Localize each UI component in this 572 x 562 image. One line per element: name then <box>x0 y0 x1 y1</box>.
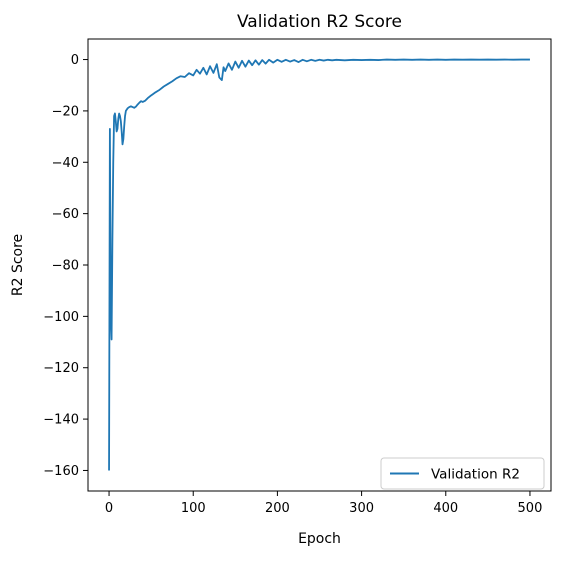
y-tick-label: −80 <box>52 259 79 274</box>
chart-title: Validation R2 Score <box>237 12 402 32</box>
y-tick-label: −100 <box>43 310 79 325</box>
y-tick-label: 0 <box>71 53 79 68</box>
series-line-validation-r2 <box>108 58 530 471</box>
y-tick-label: −160 <box>43 464 79 479</box>
plot-area <box>87 38 552 492</box>
legend-label-validation-r2: Validation R2 <box>431 467 520 483</box>
x-tick-label: 400 <box>433 501 458 516</box>
y-axis-label: R2 Score <box>10 234 26 296</box>
y-tick-label: −140 <box>43 413 79 428</box>
x-tick-label: 300 <box>349 501 374 516</box>
x-tick-label: 0 <box>105 501 113 516</box>
legend: Validation R2 <box>380 457 545 490</box>
y-tick-label: −60 <box>52 207 79 222</box>
y-tick-label: −40 <box>52 156 79 171</box>
y-tick-label: −120 <box>43 361 79 376</box>
x-tick-label: 500 <box>518 501 543 516</box>
y-tick-label: −20 <box>52 104 79 119</box>
axis-ticks: 0 100 200 300 400 500 0 −20 −40 −60 −80 −100 −120 −14… <box>43 53 542 516</box>
legend-box <box>380 457 545 490</box>
x-axis-label: Epoch <box>298 531 341 547</box>
x-tick-label: 100 <box>181 501 206 516</box>
x-tick-label: 200 <box>265 501 290 516</box>
plot-frame <box>87 38 552 492</box>
